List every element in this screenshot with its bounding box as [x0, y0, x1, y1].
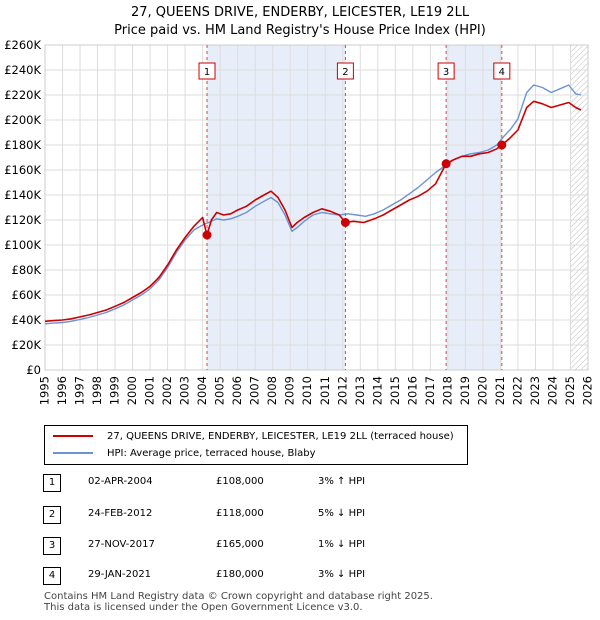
- x-tick-label: 1997: [73, 376, 87, 405]
- y-tick-label: £260K: [4, 38, 41, 52]
- x-tick-label: 1996: [55, 376, 69, 405]
- x-tick-label: 2012: [335, 376, 349, 405]
- sale-row: 1 02-APR-2004 £108,000 3% ↑ HPI: [0, 474, 600, 492]
- y-tick-label: £160K: [4, 163, 41, 177]
- x-tick-label: 2001: [143, 376, 157, 405]
- x-tick-label: 2002: [160, 376, 174, 405]
- y-tick-label: £200K: [4, 113, 41, 127]
- x-tick-label: 2015: [388, 376, 402, 405]
- x-tick-label: 2022: [510, 376, 524, 405]
- sale-row: 4 29-JAN-2021 £180,000 3% ↓ HPI: [0, 567, 600, 585]
- chart-title: 27, QUEENS DRIVE, ENDERBY, LEICESTER, LE…: [131, 5, 470, 20]
- x-tick-label: 2017: [423, 376, 437, 405]
- x-tick-label: 2021: [493, 376, 507, 405]
- sale-hpi-diff: 5% ↓ HPI: [318, 508, 366, 519]
- sale-marker-box: [437, 62, 455, 80]
- sale-point: [340, 218, 350, 227]
- legend-item-hpi: HPI: Average price, terraced house, Blab…: [53, 447, 316, 461]
- y-tick-label: £140K: [4, 188, 41, 202]
- ownership-period-band: [446, 45, 502, 370]
- sale-marker-box: [198, 62, 216, 80]
- sale-row: 2 24-FEB-2012 £118,000 5% ↓ HPI: [0, 506, 600, 524]
- x-tick-label: 2018: [440, 376, 454, 405]
- sale-price: £180,000: [216, 569, 264, 580]
- sale-hpi-diff: 1% ↓ HPI: [318, 539, 366, 550]
- x-tick-label: 2004: [195, 376, 209, 405]
- legend-property-label: 27, QUEENS DRIVE, ENDERBY, LEICESTER, LE…: [107, 431, 454, 442]
- x-tick-label: 2010: [300, 376, 314, 405]
- x-tick-label: 2008: [265, 376, 279, 405]
- footer-copyright: Contains HM Land Registry data © Crown c…: [44, 591, 433, 602]
- sale-date: 29-JAN-2021: [88, 569, 152, 580]
- x-tick-label: 2003: [178, 376, 192, 405]
- y-tick-label: £180K: [4, 138, 41, 152]
- sale-marker-label: 2: [342, 67, 348, 78]
- sale-marker-label: 1: [204, 67, 210, 78]
- legend-item-property: 27, QUEENS DRIVE, ENDERBY, LEICESTER, LE…: [53, 430, 454, 444]
- sale-marker-number: 3: [43, 537, 61, 555]
- sale-point: [497, 140, 507, 150]
- x-tick-label: 2006: [230, 376, 244, 405]
- legend-hpi-label: HPI: Average price, terraced house, Blab…: [107, 448, 316, 459]
- x-tick-label: 2020: [475, 376, 489, 405]
- x-tick-label: 2011: [318, 376, 332, 405]
- sale-date: 24-FEB-2012: [88, 508, 153, 519]
- x-tick-label: 2024: [545, 376, 559, 405]
- x-tick-label: 2013: [353, 376, 367, 405]
- sale-marker-box: [493, 62, 511, 80]
- y-tick-label: £0: [26, 363, 41, 377]
- property-price-line: [44, 100, 582, 323]
- sale-marker-box: [336, 62, 354, 80]
- x-tick-label: 2009: [283, 376, 297, 405]
- price-chart: 27, QUEENS DRIVE, ENDERBY, LEICESTER, LE…: [4, 5, 595, 405]
- x-tick-label: 1995: [38, 376, 52, 405]
- sale-price: £108,000: [216, 476, 264, 487]
- y-tick-label: £120K: [4, 213, 41, 227]
- sale-hpi-diff: 3% ↓ HPI: [318, 569, 366, 580]
- x-tick-label: 2000: [125, 376, 139, 405]
- sale-date: 02-APR-2004: [88, 476, 153, 487]
- x-tick-label: 2005: [213, 376, 227, 405]
- footer-licence: This data is licensed under the Open Gov…: [44, 602, 363, 613]
- y-tick-label: £100K: [4, 238, 41, 252]
- x-tick-label: 2014: [370, 376, 384, 405]
- sale-row: 3 27-NOV-2017 £165,000 1% ↓ HPI: [0, 537, 600, 555]
- attribution-footer: Contains HM Land Registry data © Crown c…: [44, 591, 433, 613]
- property-line-swatch: [53, 435, 93, 437]
- chart-legend: 27, QUEENS DRIVE, ENDERBY, LEICESTER, LE…: [44, 425, 468, 465]
- x-tick-label: 2026: [581, 376, 595, 405]
- x-tick-label: 2019: [458, 376, 472, 405]
- sale-marker-label: 4: [499, 67, 505, 78]
- ownership-period-band: [207, 45, 346, 370]
- chart-subtitle: Price paid vs. HM Land Registry's House …: [114, 23, 486, 38]
- y-tick-label: £20K: [12, 338, 42, 352]
- sale-point: [202, 230, 212, 240]
- y-tick-label: £240K: [4, 63, 41, 77]
- sale-price: £165,000: [216, 539, 264, 550]
- y-tick-label: £80K: [12, 263, 42, 277]
- x-tick-label: 1999: [108, 376, 122, 405]
- y-tick-label: £40K: [12, 313, 42, 327]
- sale-price: £118,000: [216, 508, 264, 519]
- y-tick-label: £60K: [12, 288, 42, 302]
- sale-marker-number: 1: [43, 474, 61, 492]
- x-tick-label: 1998: [90, 376, 104, 405]
- sale-marker-label: 3: [443, 67, 449, 78]
- y-tick-label: £220K: [4, 88, 41, 102]
- sale-point: [441, 159, 451, 169]
- x-tick-label: 2007: [248, 376, 262, 405]
- forecast-hatch-region: [570, 45, 588, 370]
- x-tick-label: 2023: [528, 376, 542, 405]
- sale-hpi-diff: 3% ↑ HPI: [318, 476, 366, 487]
- plot-border: [44, 44, 589, 371]
- sale-marker-number: 4: [43, 567, 61, 585]
- x-tick-label: 2025: [563, 376, 577, 405]
- sale-date: 27-NOV-2017: [88, 539, 155, 550]
- x-tick-label: 2016: [405, 376, 419, 405]
- hpi-line-swatch: [53, 452, 93, 454]
- sale-marker-number: 2: [43, 506, 61, 524]
